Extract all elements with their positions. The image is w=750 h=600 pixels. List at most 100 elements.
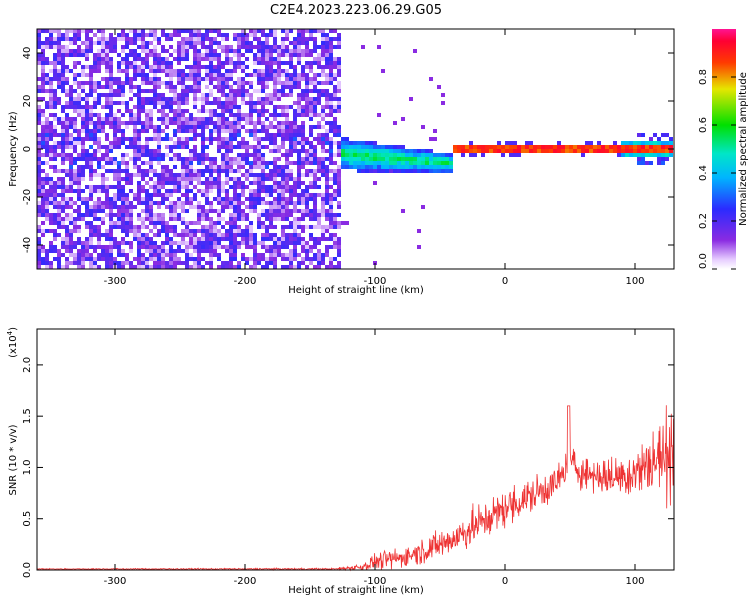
spectrogram-cell xyxy=(369,165,373,169)
spectrogram-cell xyxy=(249,265,253,269)
spectrogram-cell xyxy=(445,161,449,165)
spectrogram-cell xyxy=(265,37,269,41)
spectrogram-cell xyxy=(93,201,97,205)
spectrogram-cell xyxy=(157,125,161,129)
spectrogram-cell xyxy=(125,253,129,257)
spectrogram-cell xyxy=(157,101,161,105)
spectrogram-cell xyxy=(197,125,201,129)
spectrogram-cell xyxy=(633,153,637,157)
spectrogram-cell xyxy=(337,261,341,265)
spectrogram-cell xyxy=(61,253,65,257)
spectrogram-cell xyxy=(405,153,409,157)
spectrogram-cell xyxy=(77,225,81,229)
spectrogram-cell xyxy=(277,173,281,177)
spectrogram-cell xyxy=(157,37,161,41)
spectrogram-cell xyxy=(133,49,137,53)
spectrogram-cell xyxy=(69,213,73,217)
spectrogram-cell xyxy=(197,205,201,209)
spectrogram-cell xyxy=(317,209,321,213)
spectrogram-cell xyxy=(61,109,65,113)
spectrogram-cell xyxy=(117,165,121,169)
spectrogram-cell xyxy=(165,85,169,89)
spectrogram-cell xyxy=(45,173,49,177)
spectrogram-cell xyxy=(521,145,525,149)
spectrogram-cell xyxy=(185,137,189,141)
spectrogram-cell xyxy=(201,213,205,217)
figure-title: C2E4.2023.223.06.29.G05 xyxy=(270,3,442,18)
spectrogram-cell xyxy=(245,173,249,177)
spectrogram-cell xyxy=(97,145,101,149)
spectrogram-cell xyxy=(289,201,293,205)
spectrogram-cell xyxy=(257,53,261,57)
spectrogram-cell xyxy=(193,57,197,61)
spectrogram-cell xyxy=(213,165,217,169)
spectrogram-cell xyxy=(201,257,205,261)
spectrogram-cell xyxy=(281,181,285,185)
spectrogram-cell xyxy=(61,117,65,121)
spectrogram-cell xyxy=(137,229,141,233)
spectrogram-cell xyxy=(97,161,101,165)
spectrogram-cell xyxy=(53,61,57,65)
spectrogram-cell xyxy=(317,89,321,93)
spectrogram-cell xyxy=(229,213,233,217)
spectrogram-cell xyxy=(289,57,293,61)
spectrogram-cell xyxy=(129,209,133,213)
spectrogram-cell xyxy=(621,149,625,153)
spectrogram-cell xyxy=(261,33,265,37)
spectrogram-cell xyxy=(637,153,641,157)
spectrogram-cell xyxy=(665,145,669,149)
spectrogram-cell xyxy=(105,149,109,153)
spectrogram-cell xyxy=(137,53,141,57)
spectrogram-cell xyxy=(373,161,377,165)
spectrogram-cell xyxy=(173,33,177,37)
spectrogram-cell xyxy=(129,261,133,265)
spectrogram-cell xyxy=(221,205,225,209)
spectrogram-cell xyxy=(145,53,149,57)
spectrogram-cell xyxy=(209,249,213,253)
spectrogram-cell xyxy=(125,181,129,185)
spectrogram-cell xyxy=(269,261,273,265)
spectrogram-cell xyxy=(209,53,213,57)
spectrogram-cell xyxy=(277,249,281,253)
spectrogram-cell xyxy=(301,189,305,193)
spectrogram-cell xyxy=(253,121,257,125)
spectrogram-cell xyxy=(217,185,221,189)
spectrogram-cell xyxy=(277,193,281,197)
spectrogram-cell xyxy=(201,65,205,69)
spectrogram-cell xyxy=(261,57,265,61)
spectrogram-cell xyxy=(293,49,297,53)
spectrogram-cell xyxy=(125,201,129,205)
spectrogram-cell xyxy=(241,93,245,97)
spectrogram-cell xyxy=(253,105,257,109)
spectrogram-cell xyxy=(65,89,69,93)
spectrogram-cell xyxy=(281,185,285,189)
spectrogram-cell xyxy=(301,33,305,37)
snr-series-line xyxy=(36,405,675,572)
spectrogram-cell xyxy=(213,169,217,173)
spectrogram-cell xyxy=(201,193,205,197)
spectrogram-cell xyxy=(245,185,249,189)
spectrogram-cell xyxy=(381,145,385,149)
spectrogram-cell xyxy=(229,185,233,189)
spectrogram-cell xyxy=(333,257,337,261)
spectrogram-cell xyxy=(269,137,273,141)
spectrogram-cell xyxy=(145,145,149,149)
spectrogram-cell xyxy=(289,173,293,177)
spectrogram-cell xyxy=(401,157,405,161)
spectrogram-cell xyxy=(337,85,341,89)
spectrogram-cell xyxy=(297,225,301,229)
spectrogram-cell xyxy=(185,197,189,201)
spectrogram-cell xyxy=(117,61,121,65)
spectrogram-cell xyxy=(69,177,73,181)
spectrogram-cell xyxy=(93,189,97,193)
spectrogram-cell xyxy=(289,249,293,253)
spectrogram-cell xyxy=(57,233,61,237)
spectrogram-cell xyxy=(145,97,149,101)
spectrogram-cell xyxy=(297,37,301,41)
spectrogram-cell xyxy=(317,65,321,69)
spectrogram-cell xyxy=(93,213,97,217)
spectrogram-cell xyxy=(197,133,201,137)
spectrogram-cell xyxy=(289,257,293,261)
spectrogram-cell xyxy=(237,261,241,265)
spectrogram-cell xyxy=(205,177,209,181)
